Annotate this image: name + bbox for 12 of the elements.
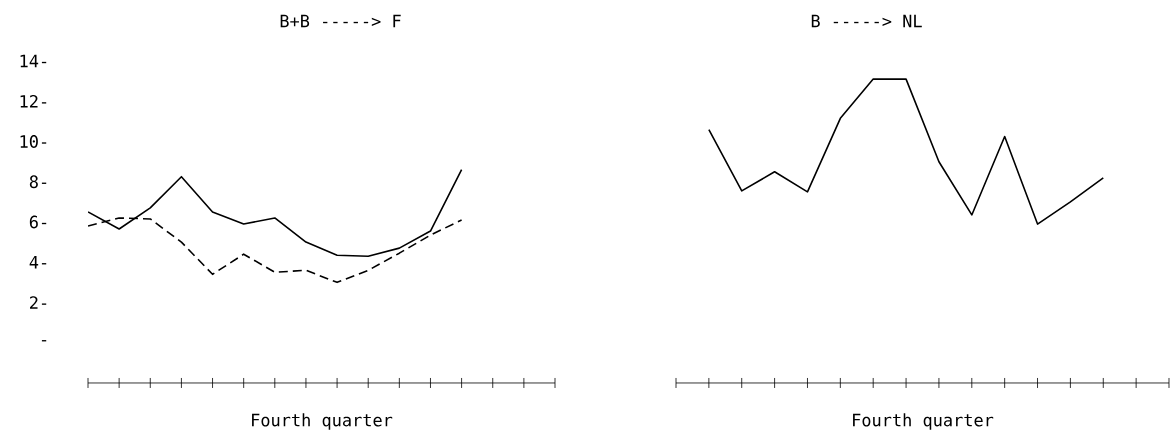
- y-tick-label: 8-: [29, 175, 47, 189]
- x-axis-title: Fourth quarter: [853, 413, 994, 430]
- y-tick-label: 14-: [20, 54, 47, 68]
- y-tick-label: 12-: [20, 94, 47, 108]
- y-tick-label: 10-: [20, 135, 47, 148]
- y-tick-label: 2-: [30, 296, 47, 309]
- y-tick-label: -: [41, 340, 47, 342]
- chart-title: B+B -----> F: [280, 14, 401, 28]
- chart-title: B -----> NL: [811, 14, 922, 28]
- y-tick-label: 6-: [29, 215, 47, 229]
- x-axis-title: Fourth quarter: [252, 413, 393, 430]
- y-tick-label: 4-: [29, 256, 47, 269]
